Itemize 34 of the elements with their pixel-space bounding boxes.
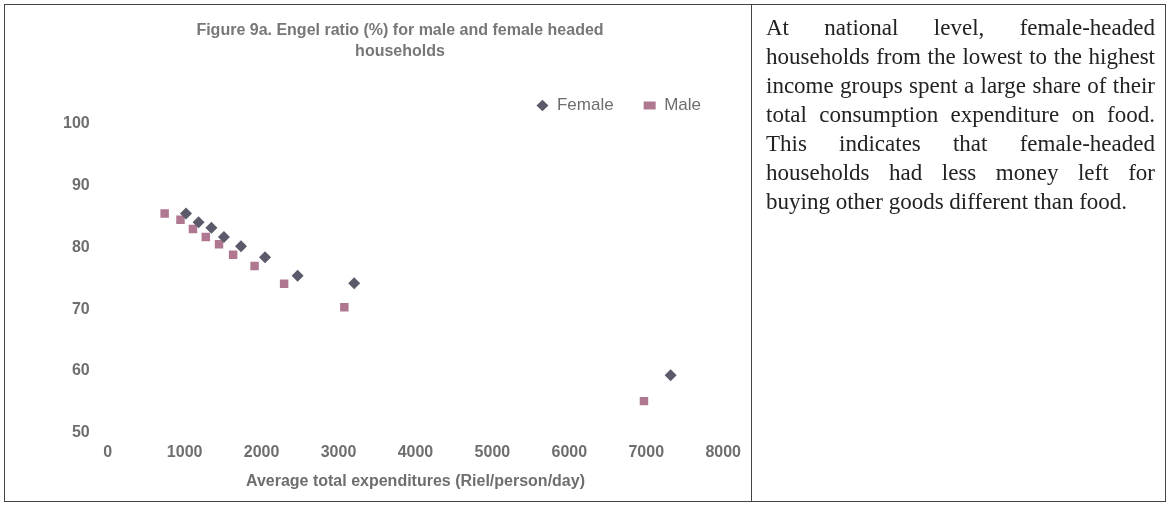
point bbox=[160, 209, 169, 218]
x-tick-label: 0 bbox=[103, 442, 113, 460]
chart-title: Figure 9a. Engel ratio (%) for male and female headed households bbox=[195, 20, 605, 61]
y-tick-label: 80 bbox=[71, 237, 90, 255]
point bbox=[205, 221, 218, 234]
x-tick-label: 3000 bbox=[320, 442, 357, 460]
y-tick-label: 60 bbox=[71, 361, 90, 379]
point bbox=[259, 251, 272, 264]
point bbox=[192, 216, 205, 229]
point bbox=[235, 240, 248, 253]
y-tick-label: 70 bbox=[71, 299, 90, 317]
point bbox=[348, 277, 361, 290]
point bbox=[664, 369, 677, 382]
point bbox=[250, 261, 259, 271]
legend-label: Female bbox=[556, 95, 614, 115]
x-tick-label: 8000 bbox=[705, 442, 742, 460]
y-tick-label: 100 bbox=[62, 114, 90, 132]
y-tick-label: 90 bbox=[71, 176, 90, 194]
point bbox=[217, 230, 230, 243]
point bbox=[340, 303, 349, 312]
x-tick-label: 1000 bbox=[166, 442, 203, 460]
text: At national level, female-headed households from the lowest to the highest income groups spent a large share of their total consumption expenditure on food. This indicates that female-headed households had less money left for buying other goods different than food. bbox=[765, 14, 1156, 216]
legend-label: Male bbox=[664, 95, 702, 115]
y-tick-label: 50 bbox=[71, 423, 90, 441]
point bbox=[214, 240, 224, 249]
point bbox=[291, 269, 304, 282]
point bbox=[176, 215, 185, 224]
point bbox=[180, 207, 193, 220]
x-tick-label: 7000 bbox=[628, 442, 665, 460]
x-axis-title: Average total expenditures (Riel/person/day) bbox=[245, 471, 585, 489]
x-tick-label: 6000 bbox=[551, 442, 588, 460]
x-tick-label: 2000 bbox=[243, 442, 280, 460]
x-tick-label: 5000 bbox=[474, 442, 511, 460]
x-tick-label: 4000 bbox=[397, 442, 434, 460]
